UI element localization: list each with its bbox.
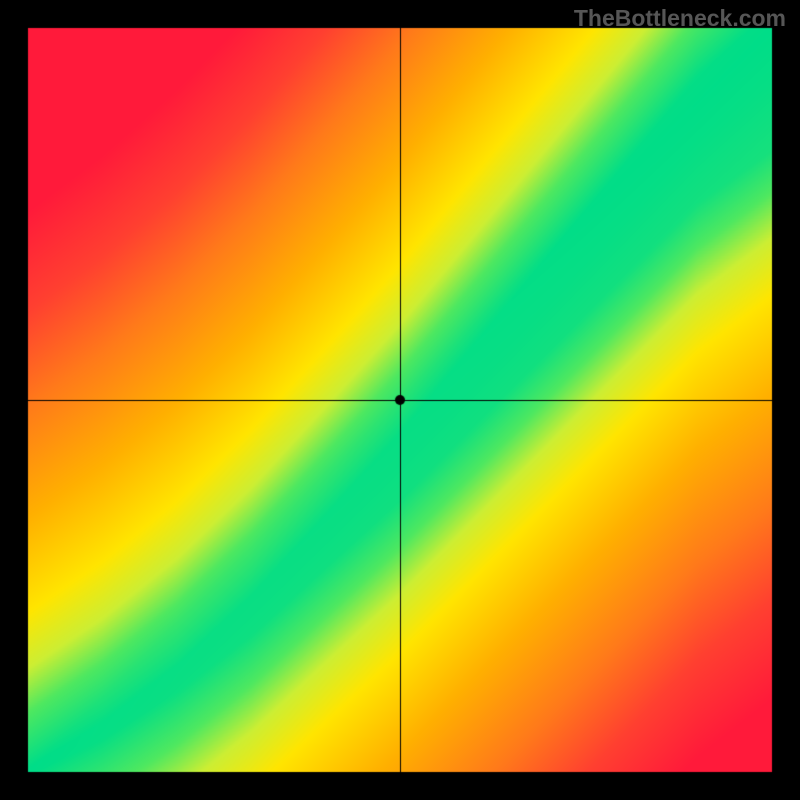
watermark-text: TheBottleneck.com: [574, 5, 786, 32]
chart-container: TheBottleneck.com: [0, 0, 800, 800]
heatmap-canvas: [0, 0, 800, 800]
